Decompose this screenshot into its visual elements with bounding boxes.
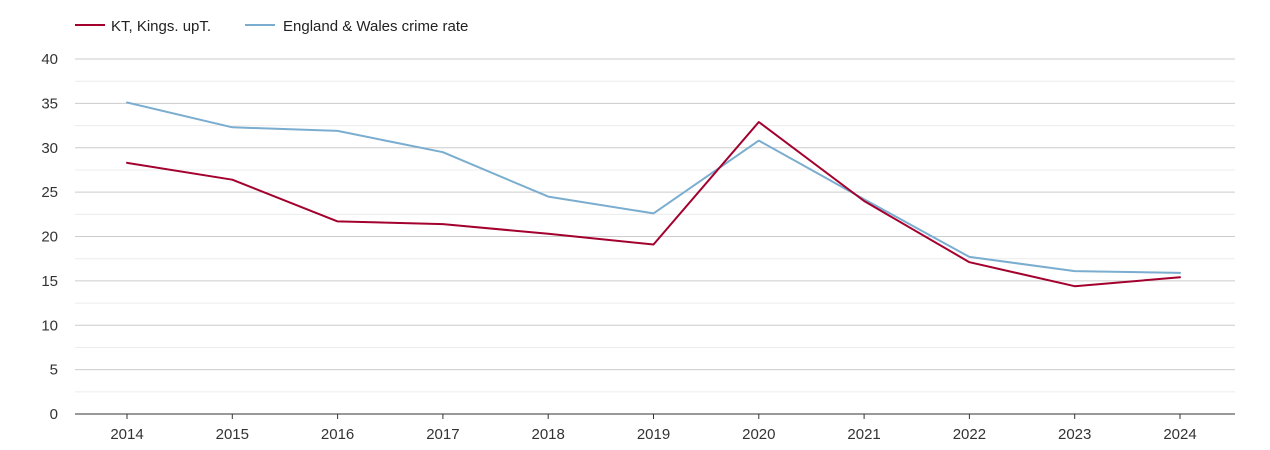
x-tick-label: 2015 <box>216 426 249 443</box>
y-tick-label: 30 <box>41 140 58 157</box>
x-tick-label: 2020 <box>742 426 775 443</box>
y-tick-label: 5 <box>50 362 58 379</box>
x-tick-label: 2024 <box>1163 426 1196 443</box>
series-line-2 <box>126 101 1181 274</box>
series-lines <box>126 101 1181 288</box>
x-tick-label: 2014 <box>110 426 143 443</box>
x-tick-label: 2017 <box>426 426 459 443</box>
series-line-1 <box>126 121 1181 288</box>
y-tick-label: 35 <box>41 95 58 112</box>
legend-label-1: KT, Kings. upT. <box>111 18 211 35</box>
y-tick-label: 25 <box>41 184 58 201</box>
x-tick-label: 2021 <box>847 426 880 443</box>
y-tick-label: 10 <box>41 317 58 334</box>
x-axis: 2014 2015 2016 2017 2018 2019 2020 2021 2022 2023… <box>75 413 1235 443</box>
y-tick-label: 40 <box>41 51 58 68</box>
x-tick-label: 2023 <box>1058 426 1091 443</box>
x-tick-label: 2018 <box>532 426 565 443</box>
x-tick-label: 2016 <box>321 426 354 443</box>
y-tick-label: 15 <box>41 273 58 290</box>
legend-label-2: England & Wales crime rate <box>283 18 468 35</box>
x-tick-label: 2022 <box>953 426 986 443</box>
y-tick-label: 0 <box>50 406 58 423</box>
x-tick-label: 2019 <box>637 426 670 443</box>
y-axis: 0 5 10 15 20 25 30 35 40 <box>41 51 58 423</box>
y-tick-label: 20 <box>41 229 58 246</box>
grid-lines <box>75 58 1235 393</box>
legend: KT, Kings. upT. England & Wales crime rat… <box>75 18 468 35</box>
